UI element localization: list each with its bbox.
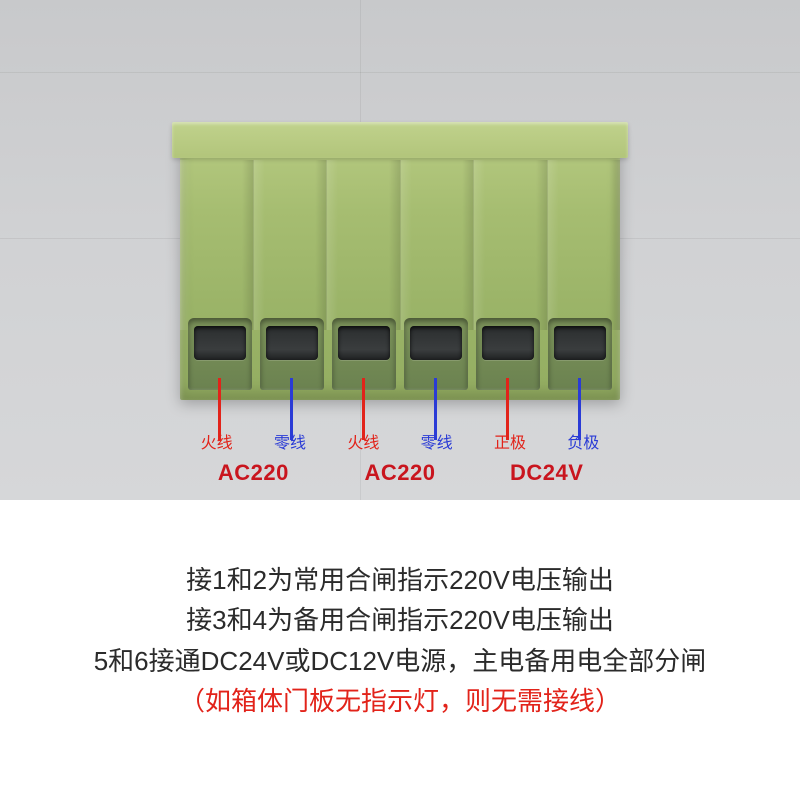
terminal-ridges	[180, 160, 620, 330]
terminal-port-2	[260, 318, 324, 390]
pin-label-6: 负极	[547, 436, 620, 452]
pin-labels-row: 火线零线火线零线正极负极	[180, 436, 620, 452]
description-line-1: 接1和2为常用合闸指示220V电压输出	[0, 560, 800, 600]
pin-label-3: 火线	[327, 436, 400, 452]
group-label-2: AC220	[327, 460, 474, 486]
group-label-3: DC24V	[473, 460, 620, 486]
terminal-ridge	[474, 160, 548, 330]
terminal-port-3	[332, 318, 396, 390]
terminal-ridge	[254, 160, 328, 330]
group-label-1: AC220	[180, 460, 327, 486]
guide-line	[0, 72, 800, 73]
terminal-ridge	[401, 160, 475, 330]
terminal-block	[180, 130, 620, 400]
description-line-4: （如箱体门板无指示灯，则无需接线）	[0, 681, 800, 721]
description-block: 接1和2为常用合闸指示220V电压输出接3和4为备用合闸指示220V电压输出5和…	[0, 560, 800, 721]
terminal-port-6	[548, 318, 612, 390]
pin-label-4: 零线	[400, 436, 473, 452]
description-line-2: 接3和4为备用合闸指示220V电压输出	[0, 600, 800, 640]
terminal-ridge	[180, 160, 254, 330]
terminal-port-5	[476, 318, 540, 390]
terminal-port-4	[404, 318, 468, 390]
description-line-3: 5和6接通DC24V或DC12V电源，主电备用电全部分闸	[0, 641, 800, 681]
terminal-block-top-rail	[172, 122, 628, 158]
pin-label-1: 火线	[180, 436, 253, 452]
terminal-ridge	[548, 160, 621, 330]
pin-label-2: 零线	[253, 436, 326, 452]
pin-label-5: 正极	[473, 436, 546, 452]
terminal-ports	[180, 318, 620, 390]
group-labels-row: AC220AC220DC24V	[180, 460, 620, 486]
terminal-ridge	[327, 160, 401, 330]
terminal-port-1	[188, 318, 252, 390]
